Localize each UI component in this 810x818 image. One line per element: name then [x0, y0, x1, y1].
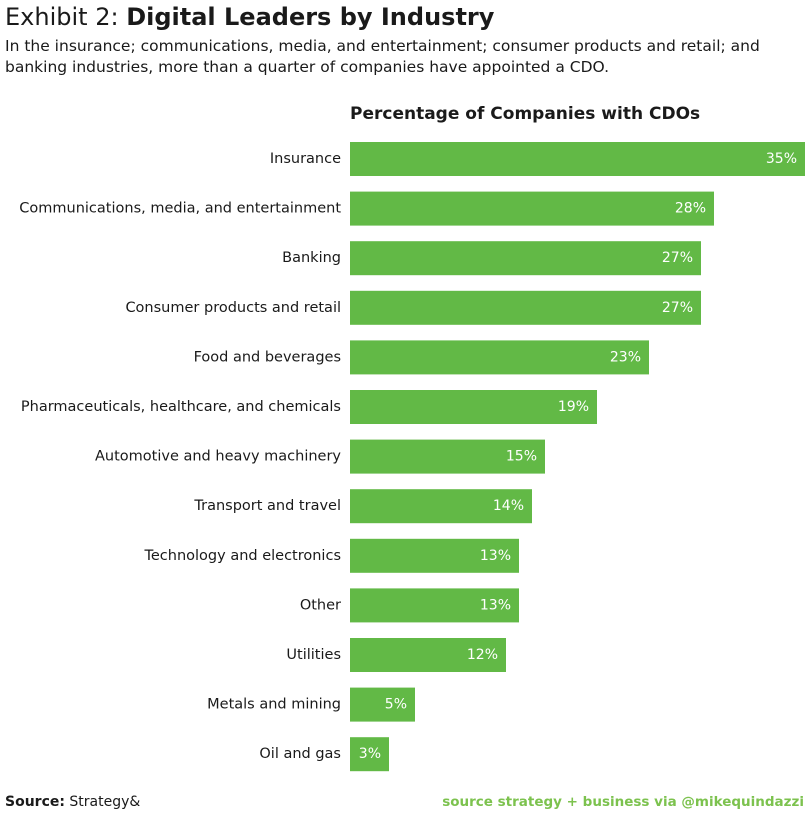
exhibit-main-title: Digital Leaders by Industry: [126, 3, 495, 31]
bar-row: Other 13%: [300, 588, 519, 623]
category-label: Automotive and heavy machinery: [95, 449, 341, 465]
value-label: 23%: [610, 349, 641, 365]
value-label: 35%: [766, 151, 797, 167]
credit-line: source strategy + business via @mikequin…: [442, 794, 804, 810]
bar: [350, 538, 519, 573]
category-label: Pharmaceuticals, healthcare, and chemica…: [21, 399, 341, 415]
bar-row: Insurance 35%: [270, 142, 805, 176]
value-label: 3%: [359, 746, 381, 762]
exhibit-title: Exhibit 2: Digital Leaders by Industry: [5, 2, 805, 32]
category-label: Utilities: [286, 647, 341, 663]
bar: [350, 290, 701, 325]
category-label: Consumer products and retail: [125, 300, 341, 316]
category-label: Oil and gas: [259, 746, 341, 762]
category-label: Transport and travel: [193, 498, 341, 514]
bar-row: Consumer products and retail 27%: [125, 290, 701, 325]
value-label: 5%: [385, 697, 407, 713]
bar-row: Transport and travel 14%: [193, 489, 532, 524]
value-label: 12%: [467, 647, 498, 663]
bar-row: Metals and mining 5%: [207, 687, 415, 722]
bar-row: Banking 27%: [282, 241, 701, 276]
category-label: Insurance: [270, 151, 341, 167]
category-label: Banking: [282, 250, 341, 266]
source-label: Source:: [5, 794, 65, 810]
value-label: 13%: [480, 597, 511, 613]
bar-row: Communications, media, and entertainment…: [19, 191, 714, 226]
bar: [350, 638, 506, 672]
value-label: 14%: [493, 498, 524, 514]
bar: [350, 340, 649, 375]
bar-row: Pharmaceuticals, healthcare, and chemica…: [21, 390, 597, 424]
chart-title: Percentage of Companies with CDOs: [350, 104, 701, 124]
category-label: Communications, media, and entertainment: [19, 201, 341, 217]
bar: [350, 390, 597, 424]
header: Exhibit 2: Digital Leaders by Industry I…: [5, 2, 805, 78]
value-label: 27%: [662, 300, 693, 316]
exhibit-subtitle: In the insurance; communications, media,…: [5, 37, 760, 76]
bar: [350, 489, 532, 524]
value-label: 13%: [480, 548, 511, 564]
source-note: Source: Strategy&: [5, 794, 140, 810]
bar-row: Technology and electronics 13%: [143, 538, 519, 573]
bar: [350, 687, 415, 722]
value-label: 19%: [558, 399, 589, 415]
category-label: Food and beverages: [194, 349, 341, 365]
bar-chart: Insurance 35% Communications, media, and e…: [19, 142, 805, 772]
bar: [350, 241, 701, 276]
value-label: 28%: [675, 201, 706, 217]
bar-row: Oil and gas 3%: [259, 737, 389, 772]
bar: [350, 191, 714, 226]
source-value: Strategy&: [69, 794, 141, 810]
value-label: 15%: [506, 449, 537, 465]
value-label: 27%: [662, 250, 693, 266]
bar-row: Utilities 12%: [286, 638, 506, 672]
exhibit-prefix: Exhibit 2:: [5, 3, 119, 31]
bar-row: Automotive and heavy machinery 15%: [95, 439, 545, 474]
bar: [350, 439, 545, 474]
bar: [350, 737, 389, 772]
bar-row: Food and beverages 23%: [194, 340, 649, 375]
category-label: Technology and electronics: [143, 548, 341, 564]
category-label: Metals and mining: [207, 697, 341, 713]
bar: [350, 142, 805, 176]
bar: [350, 588, 519, 623]
category-label: Other: [300, 597, 341, 613]
